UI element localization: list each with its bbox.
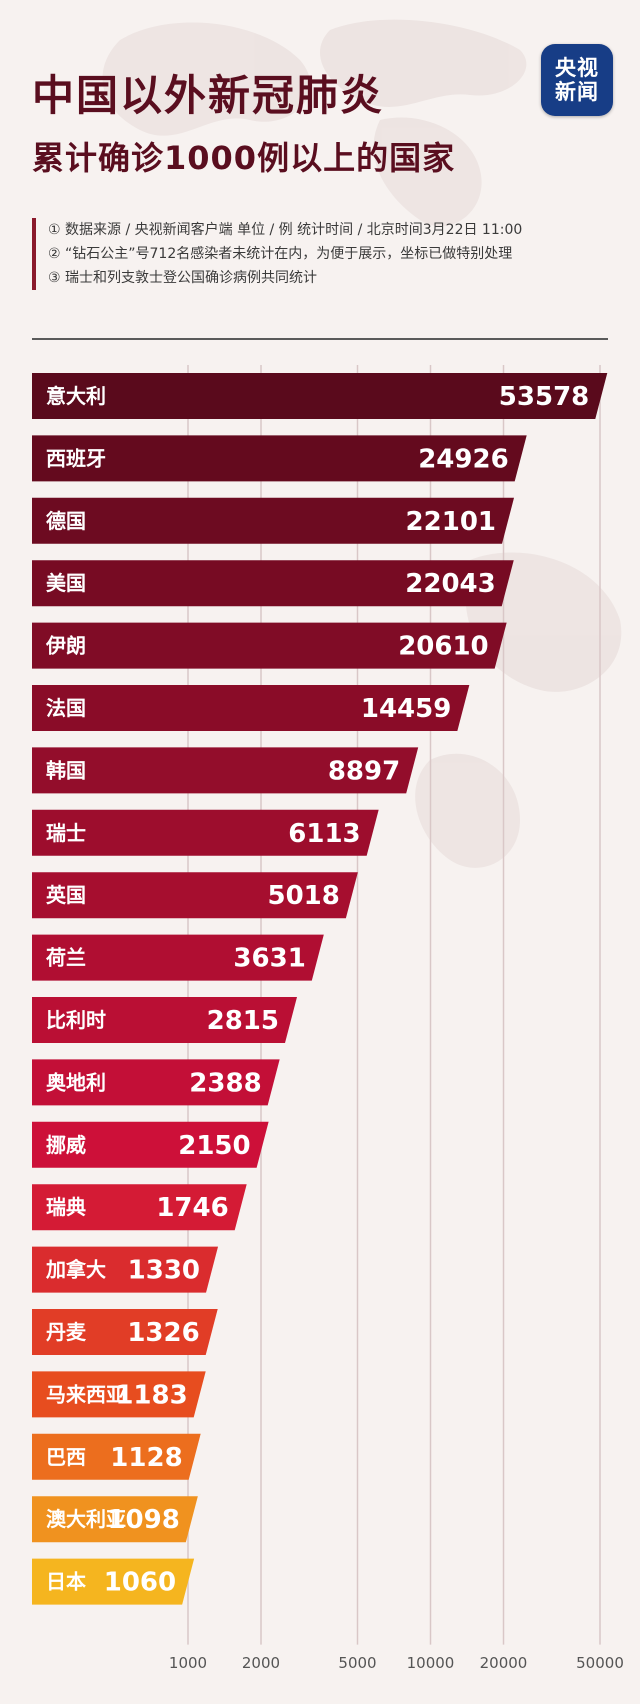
- note-switzerland: ③ 瑞士和列支敦士登公国确诊病例共同统计: [48, 270, 317, 286]
- bar-英国: [32, 872, 358, 919]
- bar-意大利: [32, 373, 608, 419]
- page-title: 中国以外新冠肺炎: [32, 71, 385, 120]
- bar-法国: [32, 685, 470, 731]
- bar-category-label: 伊朗: [45, 634, 86, 658]
- bar-value-label: 22101: [406, 507, 496, 537]
- logo-line-1: 央视: [555, 56, 599, 80]
- x-tick-label: 10000: [407, 1654, 455, 1672]
- bar-value-label: 14459: [361, 694, 451, 724]
- bar-value-label: 1746: [156, 1193, 228, 1223]
- bar-马来西亚: [32, 1371, 206, 1418]
- bars: 意大利 53578 西班牙 24926 德国 22101 美国 22043 伊朗 20610 法国 1…: [32, 373, 608, 1605]
- bar-value-label: 53578: [499, 382, 589, 412]
- bar-category-label: 巴西: [46, 1445, 86, 1469]
- bar-value-label: 1326: [127, 1318, 199, 1348]
- bar-category-label: 日本: [46, 1570, 86, 1594]
- bar-日本: [32, 1558, 195, 1605]
- x-axis-ticks: 1000 2000 5000 10000 20000 50000: [169, 1654, 624, 1672]
- bar-value-label: 1060: [104, 1568, 176, 1598]
- bar-category-label: 韩国: [46, 758, 86, 782]
- bar-value-label: 24926: [418, 444, 508, 474]
- bar-荷兰: [32, 934, 324, 981]
- logo-line-2: 新闻: [555, 80, 599, 104]
- bar-value-label: 1183: [115, 1380, 187, 1410]
- note-source: ① 数据来源 / 央视新闻客户端 单位 / 例 统计时间 / 北京时间3月22日…: [48, 222, 523, 238]
- bar-澳大利亚: [32, 1496, 198, 1543]
- bar-value-label: 1098: [107, 1505, 179, 1535]
- cctv-news-logo: 央视 新闻: [541, 44, 613, 116]
- x-tick-label: 50000: [576, 1654, 624, 1672]
- bar-瑞士: [32, 809, 379, 856]
- bar-value-label: 3631: [233, 944, 305, 974]
- bar-德国: [32, 497, 515, 544]
- bar-category-label: 澳大利亚: [46, 1507, 126, 1531]
- bar-category-label: 马来西亚: [46, 1382, 126, 1406]
- bar-category-label: 意大利: [46, 384, 106, 408]
- bar-value-label: 2150: [178, 1131, 250, 1161]
- bar-category-label: 英国: [46, 883, 86, 907]
- bar-category-label: 荷兰: [46, 946, 86, 970]
- x-tick-label: 2000: [242, 1654, 280, 1672]
- bar-比利时: [32, 997, 297, 1043]
- bar-value-label: 20610: [398, 632, 488, 662]
- x-tick-label: 1000: [169, 1654, 207, 1672]
- page-subtitle: 累计确诊1000例以上的国家: [32, 139, 456, 177]
- bar-美国: [32, 560, 514, 607]
- bar-西班牙: [32, 435, 527, 482]
- bar-奥地利: [32, 1059, 280, 1106]
- bar-伊朗: [32, 622, 507, 669]
- bar-category-label: 奥地利: [46, 1070, 106, 1094]
- bar-value-label: 1128: [110, 1443, 182, 1473]
- bar-category-label: 美国: [46, 571, 86, 595]
- bar-category-label: 西班牙: [46, 446, 106, 470]
- bar-加拿大: [32, 1246, 219, 1293]
- bar-value-label: 6113: [288, 819, 360, 849]
- bar-value-label: 2388: [189, 1068, 261, 1098]
- bar-category-label: 瑞典: [46, 1195, 86, 1219]
- bar-value-label: 5018: [268, 881, 340, 911]
- bar-巴西: [32, 1433, 201, 1480]
- note-diamond-princess: ② “钻石公主”号712名感染者未统计在内，为便于展示，坐标已做特别处理: [48, 246, 513, 262]
- bar-category-label: 挪威: [46, 1133, 86, 1157]
- bar-category-label: 加拿大: [45, 1258, 106, 1282]
- x-tick-label: 5000: [338, 1654, 376, 1672]
- bar-value-label: 22043: [405, 569, 495, 599]
- bar-value-label: 8897: [328, 756, 400, 786]
- bar-value-label: 2815: [207, 1006, 279, 1036]
- x-tick-label: 20000: [480, 1654, 528, 1672]
- bar-category-label: 法国: [46, 696, 86, 720]
- bar-category-label: 德国: [46, 509, 86, 533]
- bar-category-label: 丹麦: [46, 1320, 87, 1344]
- bar-挪威: [32, 1121, 269, 1168]
- bar-韩国: [32, 747, 419, 794]
- bar-瑞典: [32, 1184, 247, 1231]
- bar-丹麦: [32, 1309, 218, 1355]
- bar-value-label: 1330: [128, 1256, 200, 1286]
- source-notes: ① 数据来源 / 央视新闻客户端 单位 / 例 统计时间 / 北京时间3月22日…: [32, 218, 522, 290]
- header-divider: [32, 338, 608, 340]
- bar-category-label: 瑞士: [46, 821, 86, 845]
- bar-category-label: 比利时: [46, 1008, 106, 1032]
